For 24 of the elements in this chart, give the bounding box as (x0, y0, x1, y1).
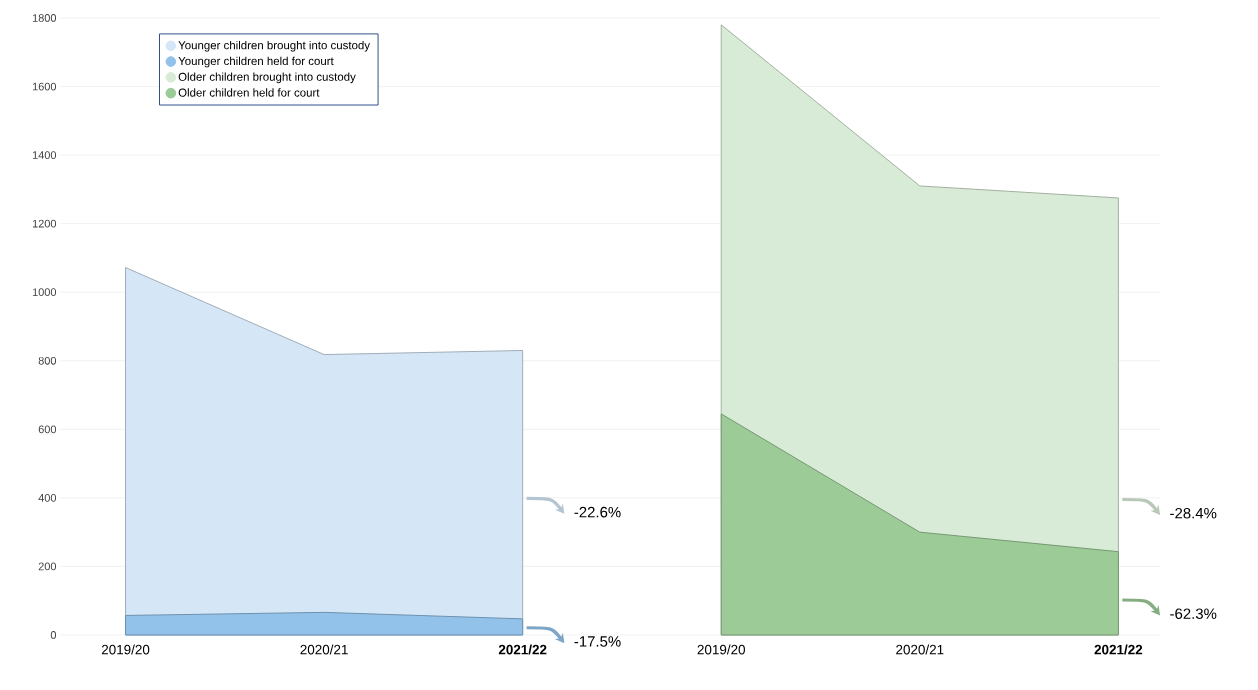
y-tick-label: 1800 (32, 14, 57, 22)
y-tick-label: 1600 (32, 82, 57, 91)
x-tick-label: 2020/21 (300, 644, 348, 655)
legend-label: Younger children brought into custody (178, 40, 371, 52)
text: -62.3% (1170, 608, 1217, 619)
y-tick-label: 400 (38, 494, 57, 502)
y-tick-label: 200 (38, 562, 57, 571)
legend-label: Younger children held for court (178, 56, 334, 68)
x-tick-label: 2019/20 (101, 644, 150, 655)
x-tick-label: 2021/22 (498, 644, 547, 655)
y-tick-label: 600 (38, 425, 57, 434)
x-tick-label: 2019/20 (697, 644, 746, 655)
y-tick-label: 0 (50, 631, 57, 639)
y-tick-label: 1000 (32, 288, 57, 297)
annotation: -22.6% (574, 506, 621, 518)
y-tick-label: 1400 (32, 151, 57, 159)
y-tick-label: 800 (38, 356, 57, 365)
text: -28.4% (1170, 507, 1217, 519)
x-tick-label: 2021/22 (1094, 644, 1143, 655)
legend-label: Older children held for court (178, 88, 320, 97)
x-tick-label: 2020/21 (896, 644, 944, 655)
y-tick-label: 1200 (32, 219, 57, 228)
text: -17.5% (574, 636, 621, 647)
legend-label: Older children brought into custody (178, 72, 356, 84)
